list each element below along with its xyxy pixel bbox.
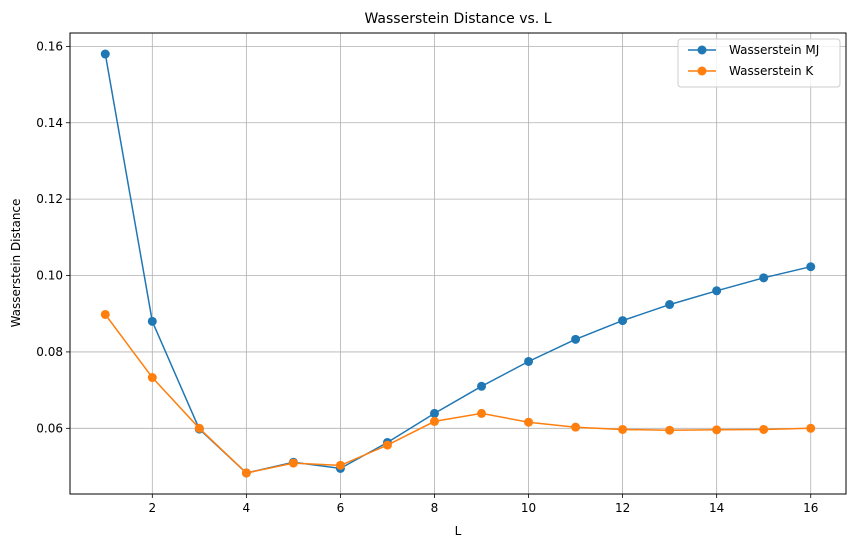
data-point-marker xyxy=(618,424,628,434)
x-tick-label: 10 xyxy=(521,501,536,515)
data-point-marker xyxy=(477,408,487,418)
data-point-marker xyxy=(712,425,722,435)
x-tick-label: 2 xyxy=(148,501,156,515)
x-axis-label: L xyxy=(455,524,462,538)
series-mj xyxy=(100,49,816,478)
data-point-marker xyxy=(571,334,581,344)
data-point-marker xyxy=(477,381,487,391)
data-point-marker xyxy=(712,286,722,296)
data-point-marker xyxy=(806,423,816,433)
data-point-marker xyxy=(100,49,110,59)
data-point-marker xyxy=(665,300,675,310)
data-point-marker xyxy=(524,356,534,366)
grid-lines xyxy=(70,33,846,494)
legend-mj-label: Wasserstein MJ xyxy=(729,43,819,57)
data-point-marker xyxy=(147,316,157,326)
legend-box xyxy=(677,38,841,88)
x-axis-ticks: 2 4 6 8 10 12 14 16 xyxy=(148,494,818,515)
y-tick-label: 0.06 xyxy=(36,421,63,435)
data-point-marker xyxy=(335,460,345,470)
data-series xyxy=(100,49,816,478)
data-point-marker xyxy=(100,309,110,319)
data-point-marker xyxy=(429,416,439,426)
data-point-marker xyxy=(665,425,675,435)
series-line xyxy=(104,53,811,474)
y-axis-label: Wasserstein Distance xyxy=(9,199,23,328)
data-point-marker xyxy=(194,423,204,433)
y-tick-label: 0.10 xyxy=(36,269,63,283)
x-tick-label: 16 xyxy=(803,501,818,515)
data-point-marker xyxy=(759,424,769,434)
data-point-marker xyxy=(806,262,816,272)
plot-area-frame xyxy=(69,32,847,495)
legend: Wasserstein MJ Wasserstein K xyxy=(677,38,841,88)
data-point-marker xyxy=(571,422,581,432)
x-tick-label: 4 xyxy=(243,501,251,515)
x-tick-label: 14 xyxy=(709,501,724,515)
legend-mj-marker-icon xyxy=(697,45,707,55)
y-axis-ticks: 0.06 0.08 0.10 0.12 0.14 0.16 xyxy=(36,39,70,435)
x-tick-label: 6 xyxy=(337,501,345,515)
x-tick-label: 12 xyxy=(615,501,630,515)
data-point-marker xyxy=(147,373,157,383)
data-point-marker xyxy=(382,440,392,450)
legend-k-label: Wasserstein K xyxy=(729,64,814,78)
chart-title: Wasserstein Distance vs. L xyxy=(364,11,551,27)
data-point-marker xyxy=(759,273,769,283)
data-point-marker xyxy=(288,458,298,468)
y-tick-label: 0.16 xyxy=(36,39,63,53)
x-tick-label: 8 xyxy=(431,501,439,515)
y-tick-label: 0.08 xyxy=(36,345,63,359)
legend-k-marker-icon xyxy=(697,66,707,76)
y-tick-label: 0.14 xyxy=(36,116,63,130)
data-point-marker xyxy=(618,316,628,326)
series-k xyxy=(100,309,816,478)
series-line xyxy=(104,314,811,474)
y-tick-label: 0.12 xyxy=(36,192,63,206)
data-point-marker xyxy=(524,417,534,427)
data-point-marker xyxy=(429,408,439,418)
data-point-marker xyxy=(241,468,251,478)
